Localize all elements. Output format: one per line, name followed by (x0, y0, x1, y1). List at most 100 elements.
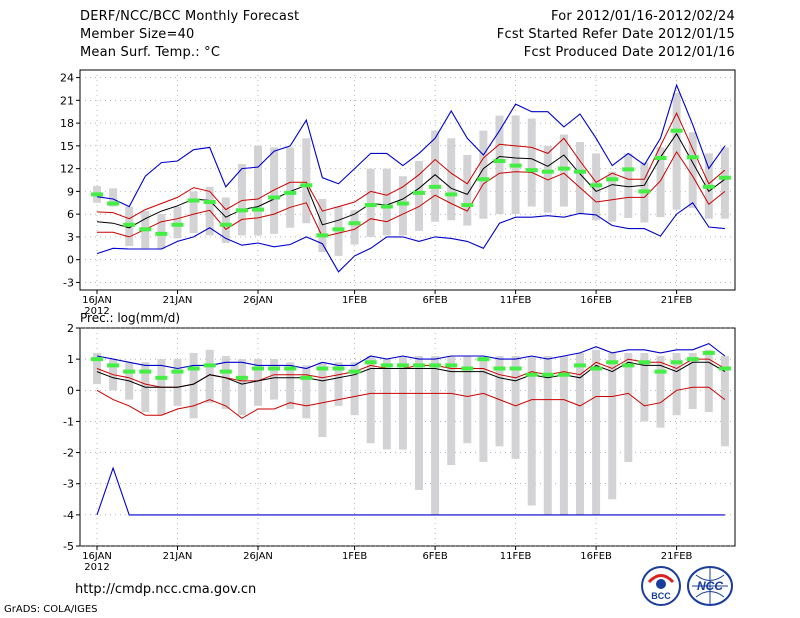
source-url[interactable]: http://cmdp.ncc.cma.gov.cn (75, 582, 257, 597)
temp-member-marker (622, 167, 635, 172)
temp-member-marker (477, 177, 490, 182)
temp-lower-line (97, 150, 726, 238)
temp-spread-box (447, 138, 456, 221)
prec-member-marker (268, 366, 281, 371)
prec-spread-box (286, 362, 295, 409)
prec-y-tick-label: -2 (63, 447, 74, 460)
prec-member-marker (429, 363, 442, 368)
bcc-logo-text: BCC (651, 591, 671, 601)
temp-member-marker (348, 221, 361, 226)
temp-member-marker (364, 203, 377, 208)
temp-spread-box (109, 188, 118, 207)
prec-member-marker (413, 363, 425, 368)
prec-y-tick-label: -4 (63, 509, 74, 522)
temp-member-marker (606, 177, 619, 182)
prec-x-tick-label: 1FEB (342, 551, 367, 562)
temp-member-marker (155, 231, 168, 236)
prec-spread-box (608, 352, 617, 500)
prec-spread-box (237, 359, 246, 416)
temp-y-tick-label: 6 (67, 208, 74, 221)
prec-spread-box (221, 356, 230, 409)
prec-member-marker (139, 369, 152, 374)
prec-member-marker (718, 366, 731, 371)
temp-member-marker (445, 192, 458, 197)
prec-member-marker (91, 357, 103, 362)
prec-member-marker (284, 366, 297, 371)
prec-member-marker (155, 375, 168, 380)
temp-member-marker (219, 222, 232, 227)
temp-member-marker (702, 184, 715, 189)
temp-spread-box (302, 138, 311, 224)
temp-year-label: 2012 (84, 306, 109, 317)
temp-member-marker (316, 233, 329, 238)
prec-spread-box (479, 356, 488, 462)
prec-spread-box (640, 352, 649, 422)
prec-member-marker (332, 366, 345, 371)
temp-spread-box (318, 198, 327, 253)
temp-member-marker (252, 207, 264, 212)
bcc-logo: BCC (641, 566, 681, 606)
prec-x-tick-label: 26JAN (243, 551, 273, 562)
prec-spread-box (415, 356, 423, 490)
prec-spread-box (447, 356, 456, 466)
temp-y-tick-label: 9 (67, 185, 74, 198)
temp-y-tick-label: 24 (60, 72, 74, 85)
prec-lower-line (96, 386, 726, 419)
prec-member-marker (493, 366, 506, 371)
temp-member-marker (493, 159, 506, 164)
prec-x-tick-label: 21JAN (163, 551, 193, 562)
temp-x-tick-label: 21JAN (163, 295, 193, 306)
temp-upper-line (96, 112, 726, 220)
temp-spread-box (270, 147, 279, 234)
temp-x-tick-label: 16JAN (82, 295, 112, 306)
prec-member-marker (686, 357, 699, 362)
prec-mean-line (96, 361, 726, 388)
forecast-produced-date: Fcst Produced Date 2012/01/16 (523, 45, 735, 60)
prec-panel-title: Prec.: log(mm/d) (80, 311, 180, 325)
prec-member-marker (380, 363, 393, 368)
prec-spread-box (495, 356, 504, 447)
temp-spread-box (495, 115, 504, 215)
temp-member-marker (268, 195, 281, 200)
grads-credit: GrADS: COLA/IGES (4, 604, 98, 615)
temp-member-marker (509, 163, 522, 168)
temp-y-tick-label: 3 (67, 231, 74, 244)
temp-x-tick-label: 16FEB (580, 295, 612, 306)
prec-spread-box (543, 356, 552, 515)
prec-spread-box (704, 349, 713, 413)
temp-member-marker (574, 169, 586, 174)
prec-spread-box (527, 356, 536, 506)
temp-spread-box (576, 142, 584, 215)
prec-member-marker (557, 372, 570, 377)
prec-x-tick-label: 16JAN (82, 551, 112, 562)
temp-spread-box (415, 161, 423, 231)
temp-spread-box (382, 168, 391, 236)
prec-member-marker (171, 369, 184, 374)
prec-member-marker (396, 363, 409, 368)
temp-member-marker (670, 128, 683, 133)
forecast-period: For 2012/01/16-2012/02/24 (551, 9, 735, 24)
prec-x-tick-label: 21FEB (661, 551, 693, 562)
temp-x-tick-label: 26JAN (243, 295, 273, 306)
prec-member-marker (203, 363, 216, 368)
prec-member-marker (622, 363, 635, 368)
temp-member-marker (332, 227, 345, 232)
temp-spread-box (157, 214, 166, 250)
prec-member-marker (187, 366, 200, 371)
temp-x-tick-label: 21FEB (661, 295, 693, 306)
temp-spread-box (205, 186, 214, 236)
prec-spread-box (624, 352, 633, 462)
prec-member-marker (445, 363, 458, 368)
temp-member-marker (139, 227, 152, 232)
prec-top-line (96, 342, 726, 370)
prec-y-tick-label: 0 (67, 384, 74, 397)
temp-y-tick-label: 18 (60, 117, 74, 130)
temp-spread-box (254, 145, 262, 236)
temp-member-marker (396, 201, 409, 206)
prec-spread-box (302, 365, 311, 419)
temp-spread-box (431, 130, 440, 222)
prec-x-tick-label: 6FEB (422, 551, 447, 562)
temp-y-tick-label: 21 (60, 94, 74, 107)
temp-member-marker (413, 190, 425, 195)
